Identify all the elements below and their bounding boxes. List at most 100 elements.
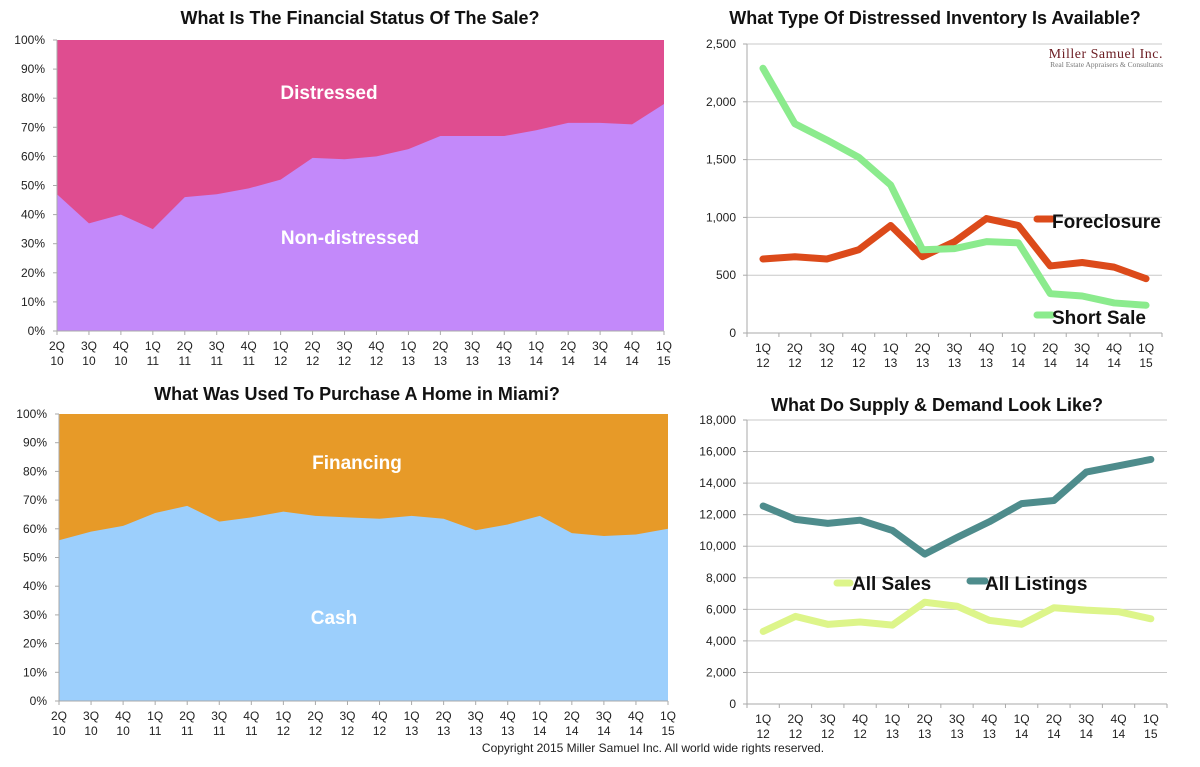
x-tick-label-year: 15 xyxy=(657,354,671,368)
x-tick-label-quarter: 4Q xyxy=(496,339,512,353)
x-tick-label-quarter: 2Q xyxy=(915,341,931,355)
x-tick-label-year: 13 xyxy=(469,724,483,738)
x-tick-label-quarter: 4Q xyxy=(981,712,997,726)
x-tick-label-quarter: 1Q xyxy=(532,709,548,723)
chart-purchase-method: What Was Used To Purchase A Home in Miam… xyxy=(16,384,676,738)
x-tick-label-quarter: 3Q xyxy=(949,712,965,726)
y-tick-label: 14,000 xyxy=(699,476,736,490)
x-tick-label-quarter: 1Q xyxy=(275,709,291,723)
x-tick-label-year: 14 xyxy=(530,354,544,368)
x-tick-label-quarter: 1Q xyxy=(884,712,900,726)
x-tick-label-year: 14 xyxy=(625,354,639,368)
y-tick-label: 70% xyxy=(21,120,45,134)
logo-name: Miller Samuel Inc. xyxy=(1049,47,1163,62)
x-tick-label-quarter: 1Q xyxy=(1014,712,1030,726)
copyright-notice: Copyright 2015 Miller Samuel Inc. All wo… xyxy=(482,741,824,755)
x-tick-label-quarter: 2Q xyxy=(177,339,193,353)
x-tick-label-quarter: 4Q xyxy=(1111,712,1127,726)
y-tick-label: 50% xyxy=(21,179,45,193)
x-tick-label-quarter: 1Q xyxy=(755,341,771,355)
y-tick-label: 16,000 xyxy=(699,445,736,459)
x-tick-label-year: 13 xyxy=(948,356,962,370)
area-label-distressed: Distressed xyxy=(280,83,377,104)
x-tick-label-year: 14 xyxy=(1012,356,1026,370)
chart-title: What Was Used To Purchase A Home in Miam… xyxy=(154,384,560,404)
logo: Miller Samuel Inc. Real Estate Appraiser… xyxy=(1049,47,1163,69)
y-tick-label: 1,000 xyxy=(706,210,736,224)
x-tick-label-year: 14 xyxy=(597,724,611,738)
x-tick-label-quarter: 1Q xyxy=(656,339,672,353)
x-tick-label-year: 12 xyxy=(756,356,770,370)
x-tick-label-quarter: 3Q xyxy=(464,339,480,353)
y-tick-label: 2,500 xyxy=(706,37,736,51)
x-tick-label-year: 10 xyxy=(52,724,66,738)
legend-label-all-sales: All Sales xyxy=(852,574,931,595)
x-tick-label-year: 11 xyxy=(245,724,258,738)
x-tick-label-year: 15 xyxy=(1139,356,1153,370)
x-tick-label-quarter: 2Q xyxy=(432,339,448,353)
x-tick-label-year: 12 xyxy=(820,356,834,370)
x-tick-label-year: 12 xyxy=(274,354,288,368)
x-tick-label-quarter: 2Q xyxy=(49,339,65,353)
y-tick-label: 80% xyxy=(21,91,45,105)
area-non-distressed xyxy=(57,104,664,332)
x-tick-label-year: 10 xyxy=(84,724,98,738)
x-tick-label-year: 13 xyxy=(437,724,451,738)
chart-title: What Is The Financial Status Of The Sale… xyxy=(180,8,539,28)
x-tick-label-quarter: 2Q xyxy=(560,339,576,353)
y-tick-label: 2,000 xyxy=(706,665,736,679)
x-tick-label-quarter: 1Q xyxy=(883,341,899,355)
x-tick-label-year: 12 xyxy=(306,354,320,368)
x-tick-label-year: 12 xyxy=(373,724,387,738)
x-tick-label-quarter: 1Q xyxy=(147,709,163,723)
area-cash xyxy=(59,505,668,701)
x-tick-label-quarter: 3Q xyxy=(1078,712,1094,726)
x-tick-label-year: 14 xyxy=(593,354,607,368)
x-tick-label-quarter: 3Q xyxy=(592,339,608,353)
x-tick-label-quarter: 1Q xyxy=(755,712,771,726)
y-tick-label: 70% xyxy=(23,493,47,507)
x-tick-label-year: 13 xyxy=(501,724,515,738)
x-tick-label-quarter: 2Q xyxy=(1042,341,1058,355)
x-tick-label-year: 14 xyxy=(561,354,575,368)
area-label-cash: Cash xyxy=(311,608,357,629)
x-tick-label-year: 14 xyxy=(1112,727,1126,741)
x-tick-label-quarter: 2Q xyxy=(564,709,580,723)
x-tick-label-year: 12 xyxy=(341,724,355,738)
x-tick-label-quarter: 2Q xyxy=(307,709,323,723)
x-tick-label-quarter: 1Q xyxy=(273,339,289,353)
x-tick-label-year: 15 xyxy=(661,724,675,738)
x-tick-label-quarter: 4Q xyxy=(372,709,388,723)
area-label-non-distressed: Non-distressed xyxy=(281,228,419,249)
x-tick-label-year: 11 xyxy=(242,354,255,368)
x-tick-label-year: 12 xyxy=(852,356,866,370)
x-tick-label-year: 12 xyxy=(788,356,802,370)
logo-tagline: Real Estate Appraisers & Consultants xyxy=(1050,60,1163,69)
y-tick-label: 100% xyxy=(16,407,47,421)
x-tick-label-year: 15 xyxy=(1144,727,1158,741)
x-tick-label-year: 10 xyxy=(82,354,96,368)
x-tick-label-year: 12 xyxy=(821,727,835,741)
y-tick-label: 0 xyxy=(729,697,736,711)
y-tick-label: 30% xyxy=(21,237,45,251)
x-tick-label-quarter: 3Q xyxy=(211,709,227,723)
y-tick-label: 60% xyxy=(23,522,47,536)
y-tick-label: 100% xyxy=(14,33,45,47)
chart-title: What Type Of Distressed Inventory Is Ava… xyxy=(729,8,1140,28)
x-tick-label-year: 14 xyxy=(629,724,643,738)
y-tick-label: 60% xyxy=(21,149,45,163)
y-tick-label: 10% xyxy=(23,665,47,679)
x-tick-label-year: 13 xyxy=(405,724,419,738)
x-tick-label-year: 14 xyxy=(1076,356,1090,370)
x-tick-label-quarter: 1Q xyxy=(400,339,416,353)
x-tick-label-year: 13 xyxy=(498,354,512,368)
x-tick-label-year: 13 xyxy=(983,727,997,741)
x-tick-label-year: 13 xyxy=(402,354,416,368)
x-tick-label-quarter: 4Q xyxy=(368,339,384,353)
y-tick-label: 50% xyxy=(23,551,47,565)
x-tick-label-year: 13 xyxy=(884,356,898,370)
x-tick-label-year: 14 xyxy=(1047,727,1061,741)
legend-label-short-sale: Short Sale xyxy=(1052,308,1146,329)
x-tick-label-quarter: 4Q xyxy=(115,709,131,723)
